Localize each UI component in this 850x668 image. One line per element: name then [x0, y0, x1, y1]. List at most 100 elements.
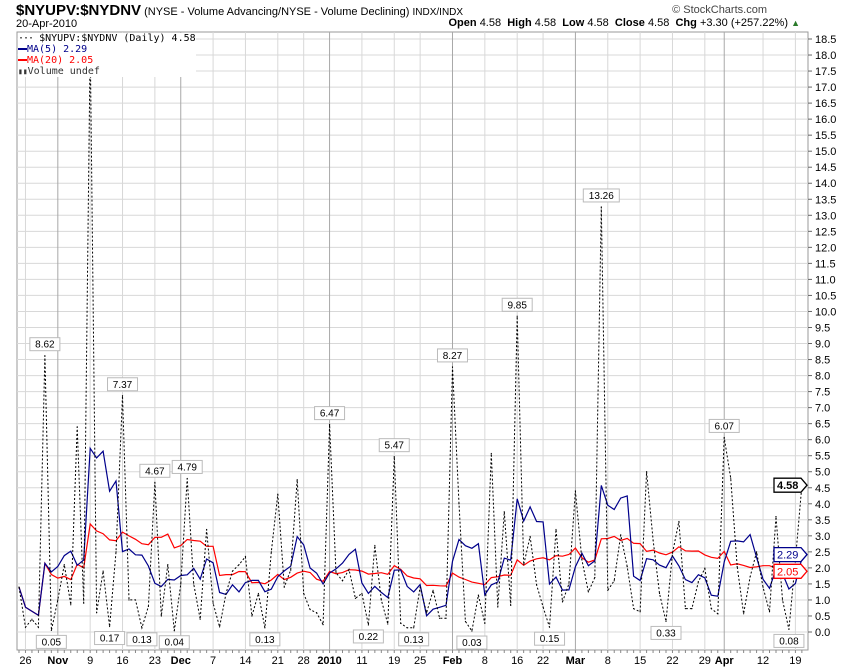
data-point: [374, 544, 376, 547]
data-point: [432, 589, 434, 591]
last-value-marker: [773, 546, 808, 563]
y-tick-label: 2.0: [815, 563, 830, 575]
y-tick-label: 10.0: [815, 306, 836, 318]
data-point: [516, 315, 518, 317]
legend-volume: ▮▮Volume undef: [18, 66, 196, 77]
data-point: [645, 471, 648, 473]
x-tick-label: Apr: [715, 655, 735, 667]
data-point: [736, 566, 738, 568]
x-tick-label: 9: [87, 655, 93, 667]
copyright: © StockCharts.com: [672, 4, 767, 16]
volume-bars-icon: ▮▮: [18, 67, 28, 76]
data-point: [484, 622, 486, 624]
peak-label: 6.47: [320, 409, 340, 420]
x-tick-label: 28: [298, 655, 310, 667]
data-point: [445, 617, 447, 619]
high-label: High: [507, 17, 532, 29]
x-tick-label: 12: [757, 655, 769, 667]
data-point: [665, 620, 667, 623]
data-point: [490, 452, 492, 455]
data-point: [83, 602, 85, 604]
peak-label-box: [378, 438, 410, 453]
data-point: [238, 564, 240, 566]
description: (NYSE - Volume Advancing/NYSE - Volume D…: [144, 6, 410, 18]
data-point: [264, 627, 266, 629]
y-tick-label: 0.5: [815, 611, 830, 623]
data-point: [225, 592, 227, 595]
data-point: [607, 589, 609, 591]
data-point: [717, 613, 719, 615]
y-tick-label: 1.5: [815, 579, 830, 591]
data-point: [173, 630, 175, 632]
x-tick-label: 15: [634, 655, 646, 667]
x-tick-label: 25: [414, 655, 426, 667]
data-point: [704, 567, 706, 570]
x-tick-label: 23: [149, 655, 161, 667]
open-label: Open: [448, 17, 477, 29]
trough-label-box: [249, 632, 281, 647]
data-point: [180, 583, 182, 585]
y-tick-label: 9.0: [815, 339, 830, 351]
low-label: Low: [562, 17, 585, 29]
data-point: [199, 618, 201, 620]
data-point: [18, 586, 20, 588]
nyupv-nydnv-line: [18, 42, 803, 633]
data-point: [523, 564, 525, 566]
y-tick-label: 6.5: [815, 419, 830, 431]
legend: ··· $NYUPV:$NYDNV (Daily) 4.58 MA(5) 2.2…: [18, 33, 196, 77]
data-point: [290, 569, 292, 571]
peak-label: 8.62: [35, 340, 55, 351]
data-point: [50, 629, 52, 631]
y-tick-label: 4.0: [815, 499, 830, 511]
data-point: [121, 395, 124, 397]
data-point: [141, 627, 143, 629]
data-point: [354, 597, 357, 599]
close-value: 4.58: [647, 17, 670, 29]
y-tick-label: 16.5: [815, 98, 836, 110]
data-point: [322, 624, 324, 626]
data-point: [561, 601, 564, 603]
y-tick-label: 12.0: [815, 242, 836, 254]
data-point: [697, 581, 699, 583]
data-point: [743, 613, 745, 615]
peak-label: 8.27: [443, 351, 463, 362]
y-tick-label: 13.0: [815, 210, 836, 222]
data-point: [361, 592, 363, 595]
exchange: INDX/INDX: [412, 7, 464, 18]
trough-label: 0.15: [540, 634, 560, 645]
data-point: [406, 627, 408, 629]
data-point: [128, 599, 130, 601]
data-point: [44, 355, 46, 357]
x-tick-label: Nov: [47, 655, 69, 667]
data-point: [678, 520, 680, 523]
x-tick-label: 2010: [317, 655, 341, 667]
chg-label: Chg: [675, 17, 697, 29]
data-point: [568, 583, 570, 585]
y-tick-label: 11.5: [815, 258, 836, 270]
data-point: [96, 612, 98, 614]
peak-label-box: [314, 406, 346, 421]
peak-label: 13.26: [589, 191, 614, 202]
data-point: [160, 615, 162, 617]
trough-label-box: [773, 633, 805, 648]
data-point: [788, 628, 790, 631]
legend-main: ··· $NYUPV:$NYDNV (Daily) 4.58: [18, 33, 196, 44]
data-point: [186, 477, 188, 480]
data-point: [471, 630, 473, 632]
x-tick-label: 16: [116, 655, 128, 667]
data-point: [102, 570, 104, 572]
data-point: [206, 528, 208, 531]
peak-label: 5.47: [385, 441, 405, 452]
trough-label-box: [94, 631, 126, 646]
data-point: [134, 599, 137, 601]
x-tick-label: 8: [605, 655, 611, 667]
data-point: [419, 586, 421, 588]
data-point: [257, 592, 259, 595]
x-tick-label: Feb: [443, 655, 463, 667]
y-tick-label: 4.5: [815, 483, 830, 495]
low-value: 4.58: [587, 17, 609, 29]
data-point: [581, 559, 583, 561]
data-point: [341, 580, 344, 582]
y-tick-label: 5.0: [815, 467, 830, 479]
